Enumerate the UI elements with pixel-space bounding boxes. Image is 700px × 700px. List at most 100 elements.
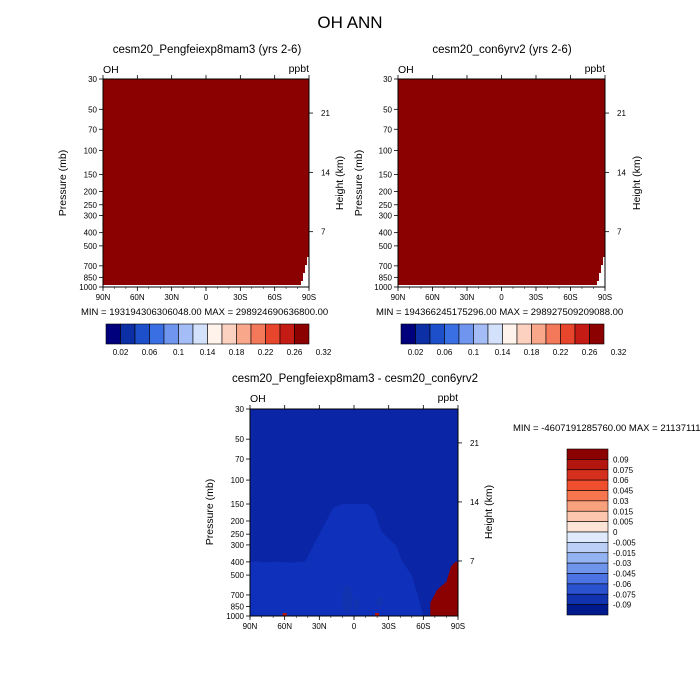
panel-3-ylabel-right: Height (km) (483, 485, 495, 539)
panel-1-ytick-right-label: 14 (321, 168, 330, 177)
panel-2-ytick-right-label: 7 (617, 228, 622, 237)
panel-1-ylabel-right: Height (km) (334, 156, 346, 210)
panel-3-blob-2 (376, 596, 383, 607)
panel-2-ytick-right-label: 21 (617, 109, 626, 118)
panel-1-ytick-label: 850 (84, 273, 98, 282)
panel-1-xtick-label: 30N (164, 293, 179, 302)
panel-3-xtick-label: 60S (416, 622, 430, 631)
panel-1-colorbar-label: 0.26 (287, 348, 303, 357)
panel-1-ytick-label: 70 (88, 125, 97, 134)
panel-1-colorbar-bin (250, 323, 266, 345)
panel-3-ytick-label: 700 (231, 591, 245, 600)
panel-2-colorbar-bin (444, 323, 460, 345)
panel-3-colorbar-bin (566, 583, 609, 595)
panel-1-ytick-label: 1000 (79, 283, 97, 292)
panel-3-colorbar-label: 0.015 (613, 507, 634, 516)
panel-2-colorbar-label: 0.1 (468, 348, 480, 357)
panel-3-colorbar-bin (566, 552, 609, 564)
figure-title: OH ANN (317, 13, 382, 32)
panel-2-unit-label: ppbt (585, 63, 606, 75)
panel-3-variable-label: OH (250, 393, 266, 405)
panel-3-field-positive (430, 561, 458, 616)
panel-1-ytick-right-label: 21 (321, 109, 330, 118)
panel-1-colorbar-bin (105, 323, 121, 345)
panel-2-colorbar-label: 0.06 (437, 348, 453, 357)
panel-1: cesm20_Pengfeiexp8mam3 (yrs 2-6) OH ppbt… (57, 44, 346, 357)
panel-2-ytick-label: 850 (379, 273, 393, 282)
panel-1-ytick-label: 50 (88, 105, 97, 114)
panel-1-colorbar-bin (134, 323, 150, 345)
panel-1-ytick-label: 200 (84, 188, 98, 197)
panel-1-minmax: MIN = 193194306306048.00 MAX = 298924690… (81, 307, 328, 318)
panel-1-xtick-label: 60S (268, 293, 282, 302)
panel-3-blob-1 (353, 598, 360, 611)
panel-3-colorbar-label: -0.06 (613, 580, 632, 589)
panel-2-xtick-label: 30N (460, 293, 475, 302)
panel-3-ytick-label: 200 (231, 517, 245, 526)
panel-3-xtick-label: 30S (382, 622, 396, 631)
panel-2-colorbar-label: 0.22 (553, 348, 569, 357)
panel-1-colorbar-bin (294, 323, 310, 345)
panel-2-ytick-label: 700 (379, 262, 393, 271)
panel-2-colorbar-label: 0.18 (524, 348, 540, 357)
panel-3-ytick-right-label: 14 (470, 498, 479, 507)
panel-1-colorbar-bin (120, 323, 136, 345)
panel-2-colorbar-bin (516, 323, 532, 345)
panel-3-colorbar-bin (566, 562, 609, 574)
panel-3-ytick-right-label: 21 (470, 439, 479, 448)
panel-3-ytick-label: 500 (231, 571, 245, 580)
panel-1-xtick-label: 30S (233, 293, 247, 302)
panel-3-field-lower (250, 504, 424, 616)
panel-3-blob-0 (342, 585, 353, 614)
panel-1-xtick-label: 0 (204, 293, 209, 302)
panel-1-ytick-label: 700 (84, 262, 98, 271)
panel-1-title: cesm20_Pengfeiexp8mam3 (yrs 2-6) (113, 44, 302, 56)
panel-3-colorbar-bin (566, 469, 609, 481)
panel-2-colorbar-bin (400, 323, 416, 345)
panel-3-colorbar-bin (566, 479, 609, 491)
panel-3-colorbar-label: -0.005 (613, 538, 636, 547)
panel-2-ytick-label: 250 (379, 201, 393, 210)
panel-1-colorbar-bin (163, 323, 179, 345)
panel-1-ylabel: Pressure (mb) (57, 150, 69, 217)
panel-3-colorbar-label: 0 (613, 528, 618, 537)
panel-2-ytick-label: 1000 (374, 283, 392, 292)
panel-2-colorbar-bin (574, 323, 590, 345)
panel-2-xtick-label: 90N (391, 293, 406, 302)
panel-3-colorbar-bin (566, 510, 609, 522)
panel-2-colorbar-bin (531, 323, 547, 345)
panel-3-ytick-label: 50 (235, 435, 244, 444)
panel-2-colorbar-label: 0.32 (611, 348, 627, 357)
panel-2-colorbar-bin (560, 323, 576, 345)
panel-1-ytick-label: 250 (84, 201, 98, 210)
panel-3-ytick-label: 250 (231, 530, 245, 539)
panel-2-ytick-label: 50 (383, 105, 392, 114)
panel-3-colorbar-bin (566, 542, 609, 554)
panel-3-colorbar-bin (566, 521, 609, 533)
panel-1-colorbar-bin (221, 323, 237, 345)
panel-1-colorbar-bin (149, 323, 165, 345)
panel-3-colorbar-label: -0.075 (613, 590, 636, 599)
panel-3-colorbar-label: 0.005 (613, 518, 634, 527)
panel-1-colorbar-label: 0.1 (173, 348, 185, 357)
panel-2-field-max (398, 79, 605, 287)
panel-1-ytick-right-label: 7 (321, 228, 326, 237)
panel-3-ytick-label: 1000 (226, 612, 244, 621)
panel-2-surface-mask (597, 257, 605, 287)
panel-2-xtick-label: 30S (529, 293, 543, 302)
panel-2-colorbar-bin (487, 323, 503, 345)
panel-1-surface-edge (103, 285, 309, 287)
panel-1-field-max (103, 79, 309, 287)
panel-3-ytick-label: 30 (235, 405, 244, 414)
panel-1-xtick-label: 90S (302, 293, 316, 302)
panel-3-colorbar-label: 0.045 (613, 487, 634, 496)
panel-2-colorbar-label: 0.26 (582, 348, 598, 357)
panel-2-colorbar-bin (429, 323, 445, 345)
panel-2-ylabel: Pressure (mb) (353, 150, 365, 217)
panel-3-colorbar-label: -0.03 (613, 559, 632, 568)
panel-1-ytick-label: 500 (84, 242, 98, 251)
panel-1-ytick-label: 400 (84, 229, 98, 238)
panel-3-ytick-label: 150 (231, 500, 245, 509)
panel-1-surface-mask (301, 257, 309, 287)
panel-3-colorbar-label: -0.09 (613, 601, 632, 610)
